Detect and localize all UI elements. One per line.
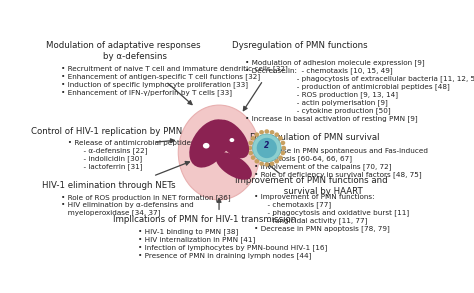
Text: • Release of antimicrobial peptides:
          - α-defensins [22]
          - in: • Release of antimicrobial peptides: - α… [61, 140, 197, 170]
Ellipse shape [274, 132, 279, 137]
Text: Improvement of PMN functions and
         survival by HAART: Improvement of PMN functions and surviva… [235, 176, 387, 196]
Ellipse shape [259, 161, 264, 166]
Ellipse shape [278, 136, 283, 141]
Ellipse shape [270, 161, 274, 166]
Ellipse shape [229, 138, 234, 142]
Text: Modulation of adaptative responses
        by α-defensins: Modulation of adaptative responses by α-… [46, 41, 201, 61]
Text: • HIV-1 binding to PMN [38]
• HIV internalization in PMN [41]
• Infection of lym: • HIV-1 binding to PMN [38] • HIV intern… [138, 228, 328, 259]
Ellipse shape [257, 138, 277, 158]
Ellipse shape [215, 120, 249, 158]
Text: Dysregulation of PMN functions: Dysregulation of PMN functions [232, 41, 368, 50]
Ellipse shape [274, 159, 279, 163]
Text: 2: 2 [264, 141, 269, 150]
Ellipse shape [259, 130, 264, 134]
Ellipse shape [281, 146, 286, 150]
Ellipse shape [270, 130, 274, 134]
Text: • Improvement of PMN functions:
      - chemotaxis [77]
      - phagocytosis and: • Improvement of PMN functions: - chemot… [254, 194, 409, 232]
Text: • Increase in PMN spontaneous and Fas-induced
   apoptosis [60-64, 66, 67]
• Inv: • Increase in PMN spontaneous and Fas-in… [254, 148, 428, 178]
Ellipse shape [213, 133, 228, 154]
Text: HIV-1 elimination through NETs: HIV-1 elimination through NETs [42, 181, 176, 190]
Text: • Recruitment of naive T cell and immature dendritic cells [32]
• Enhancement of: • Recruitment of naive T cell and immatu… [61, 66, 288, 96]
Ellipse shape [255, 132, 259, 137]
Ellipse shape [203, 143, 210, 149]
Ellipse shape [251, 155, 255, 160]
Ellipse shape [248, 151, 253, 155]
Ellipse shape [255, 159, 259, 163]
Text: • Role of ROS production in NET formation [36]
• HIV elimination by α-defensins : • Role of ROS production in NET formatio… [61, 194, 231, 216]
Ellipse shape [278, 155, 283, 160]
Ellipse shape [247, 146, 252, 150]
Ellipse shape [281, 151, 285, 155]
Ellipse shape [178, 105, 260, 200]
Text: Control of HIV-1 replication by PMN: Control of HIV-1 replication by PMN [31, 127, 182, 136]
Ellipse shape [264, 129, 269, 134]
Ellipse shape [264, 162, 269, 167]
Ellipse shape [253, 134, 281, 162]
Text: • Modulation of adhesion molecule expression [9]
• Decrease in:  - chemotaxis [1: • Modulation of adhesion molecule expres… [245, 59, 474, 122]
Ellipse shape [189, 119, 230, 168]
Ellipse shape [281, 141, 285, 145]
Ellipse shape [251, 136, 255, 141]
Text: Implications of PMN for HIV-1 transmission: Implications of PMN for HIV-1 transmissi… [113, 214, 296, 224]
Ellipse shape [216, 152, 252, 180]
Text: Dysregulation of PMN survival: Dysregulation of PMN survival [250, 133, 379, 142]
Ellipse shape [248, 141, 253, 145]
